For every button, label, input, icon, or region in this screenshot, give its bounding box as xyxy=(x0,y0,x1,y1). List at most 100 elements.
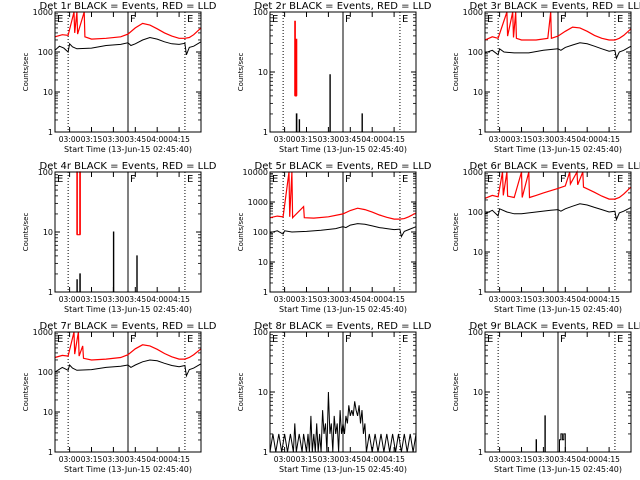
y-axis-label: Counts/sec xyxy=(22,53,30,92)
x-tick-label: 03:30 xyxy=(318,455,340,464)
region-letter: E xyxy=(487,174,493,185)
region-letter: E xyxy=(487,14,493,25)
x-tick-label: 03:15 xyxy=(296,455,318,464)
x-tick-label: 04:15 xyxy=(168,135,190,144)
y-axis-label: Counts/sec xyxy=(452,213,460,252)
x-tick-label: 03:00 xyxy=(274,455,296,464)
x-tick-label: 04:00 xyxy=(361,135,383,144)
x-tick-label: 03:15 xyxy=(81,135,103,144)
plot-frame xyxy=(484,171,632,293)
x-tick-label: 03:15 xyxy=(296,135,318,144)
x-tick-label: 03:30 xyxy=(103,295,125,304)
x-tick-label: 04:00 xyxy=(146,135,168,144)
y-tick-label: 10 xyxy=(473,88,483,97)
plot-frame xyxy=(54,11,202,133)
y-tick-label: 1 xyxy=(48,288,53,297)
y-tick-label: 1 xyxy=(478,128,483,137)
x-tick-label: 03:45 xyxy=(124,455,146,464)
y-tick-label: 100 xyxy=(468,48,483,57)
detector-panel-3: Det 3r BLACK = Events, RED = LLD Counts/s… xyxy=(452,1,640,154)
y-tick-label: 1000 xyxy=(33,8,53,17)
x-axis-label: Start Time (13-Jun-15 02:45:40) xyxy=(279,465,407,474)
region-letter: E xyxy=(57,14,63,25)
panel-title: Det 3r BLACK = Events, RED = LLD xyxy=(470,1,640,12)
y-axis-label: Counts/sec xyxy=(452,53,460,92)
y-tick-label: 10 xyxy=(43,408,53,417)
region-letter: E xyxy=(617,174,623,185)
x-tick-label: 03:00 xyxy=(59,135,81,144)
y-tick-label: 100 xyxy=(253,8,268,17)
x-axis-label: Start Time (13-Jun-15 02:45:40) xyxy=(494,305,622,314)
region-letter: E xyxy=(272,334,278,345)
x-tick-label: 03:45 xyxy=(124,295,146,304)
detector-panel-9: Det 9r BLACK = Events, RED = LLD Counts/s… xyxy=(452,321,640,474)
lld-series-line xyxy=(54,331,202,361)
x-tick-label: 03:00 xyxy=(489,135,511,144)
y-tick-label: 10000 xyxy=(243,168,268,177)
events-series-line xyxy=(535,415,566,453)
y-tick-label: 10 xyxy=(258,388,268,397)
events-series-line xyxy=(295,74,363,133)
x-tick-label: 04:00 xyxy=(361,455,383,464)
y-tick-label: 10 xyxy=(258,68,268,77)
plot-frame xyxy=(484,11,632,133)
x-axis-label: Start Time (13-Jun-15 02:45:40) xyxy=(279,305,407,314)
detector-panel-8: Det 8r BLACK = Events, RED = LLD Counts/s… xyxy=(237,321,432,474)
events-series-line xyxy=(54,359,202,378)
x-axis-label: Start Time (13-Jun-15 02:45:40) xyxy=(494,465,622,474)
x-tick-label: 04:15 xyxy=(598,295,620,304)
y-axis-label: Counts/sec xyxy=(452,373,460,412)
region-letter: E xyxy=(402,14,408,25)
region-letter: E xyxy=(487,334,493,345)
lld-series-line xyxy=(54,11,202,40)
x-tick-label: 03:30 xyxy=(318,295,340,304)
region-letter: E xyxy=(272,14,278,25)
x-tick-label: 04:00 xyxy=(146,295,168,304)
y-tick-label: 1000 xyxy=(248,198,268,207)
x-tick-label: 03:00 xyxy=(489,455,511,464)
y-tick-label: 10 xyxy=(43,88,53,97)
y-axis-label: Counts/sec xyxy=(22,213,30,252)
region-letter: E xyxy=(57,174,63,185)
region-letter: F xyxy=(130,14,136,25)
x-tick-label: 04:00 xyxy=(361,295,383,304)
y-tick-label: 1 xyxy=(478,288,483,297)
x-tick-label: 03:30 xyxy=(103,135,125,144)
y-tick-label: 100 xyxy=(253,328,268,337)
x-tick-label: 03:15 xyxy=(511,295,533,304)
x-tick-label: 03:30 xyxy=(533,295,555,304)
plot-frame xyxy=(54,171,202,293)
x-tick-label: 03:00 xyxy=(274,295,296,304)
plot-frame xyxy=(269,171,417,293)
y-tick-label: 1000 xyxy=(463,8,483,17)
y-tick-label: 100 xyxy=(468,328,483,337)
lld-series-line xyxy=(76,171,81,236)
y-tick-label: 10 xyxy=(258,258,268,267)
y-axis-label: Counts/sec xyxy=(237,53,245,92)
region-letter: E xyxy=(617,334,623,345)
y-tick-label: 1000 xyxy=(463,168,483,177)
y-axis-label: Counts/sec xyxy=(22,373,30,412)
x-axis-label: Start Time (13-Jun-15 02:45:40) xyxy=(64,145,192,154)
y-tick-label: 10 xyxy=(43,228,53,237)
x-tick-label: 03:45 xyxy=(339,455,361,464)
region-letter: F xyxy=(130,334,136,345)
events-series-line xyxy=(54,36,202,55)
x-tick-label: 03:30 xyxy=(533,455,555,464)
detector-panel-5: Det 5r BLACK = Events, RED = LLD Counts/s… xyxy=(237,161,432,314)
x-tick-label: 04:15 xyxy=(383,135,405,144)
x-tick-label: 03:30 xyxy=(533,135,555,144)
x-tick-label: 03:15 xyxy=(81,295,103,304)
x-tick-label: 04:15 xyxy=(168,455,190,464)
region-letter: E xyxy=(187,334,193,345)
region-letter: F xyxy=(345,174,351,185)
region-letter: E xyxy=(402,174,408,185)
plot-frame xyxy=(54,331,202,453)
y-tick-label: 10 xyxy=(473,248,483,257)
x-axis-label: Start Time (13-Jun-15 02:45:40) xyxy=(279,145,407,154)
x-tick-label: 03:45 xyxy=(554,135,576,144)
lld-series-line xyxy=(484,11,632,41)
y-tick-label: 100 xyxy=(38,48,53,57)
x-tick-label: 04:15 xyxy=(598,455,620,464)
region-letter: E xyxy=(57,334,63,345)
